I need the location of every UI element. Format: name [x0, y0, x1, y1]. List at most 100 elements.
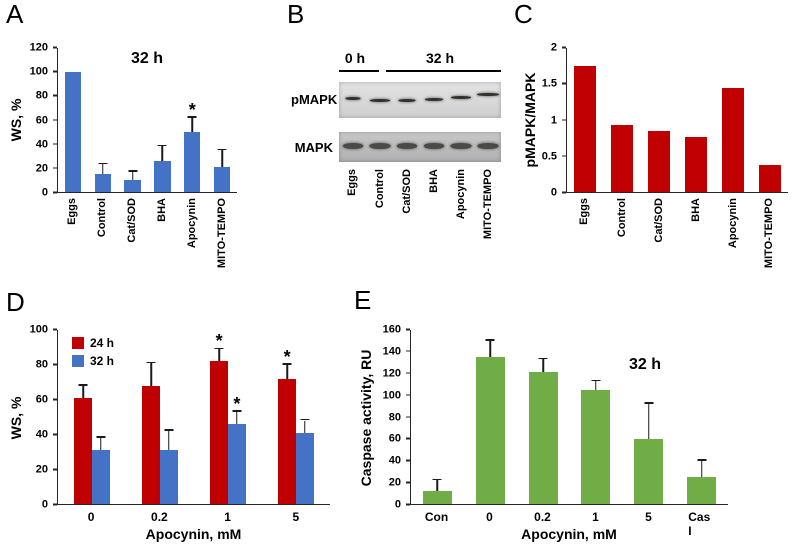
pmapk-band: [450, 96, 471, 99]
pmapk-band: [369, 99, 390, 102]
legend-label: 32 h: [90, 354, 115, 368]
y-tick-label: 40: [370, 455, 410, 467]
error-bar-cap: [591, 379, 601, 382]
y-tick-label: 40: [14, 139, 57, 150]
blot-strip-mapk: [339, 132, 501, 162]
error-bar-cap: [697, 459, 707, 461]
error-bar-cap: [187, 116, 197, 118]
y-tick-label: 0: [14, 187, 57, 199]
blot-line-0h: [339, 70, 379, 72]
y-tick-label: 120: [370, 368, 410, 379]
blot-lane-label: Eggs: [346, 169, 359, 196]
x-category-label: Con: [424, 510, 449, 524]
x-axis: Eggs Control Cat/SOD BHA Apocynin MITO-TEMPO: [566, 195, 788, 283]
legend-swatch: [72, 355, 84, 367]
y-tick-label: 20: [14, 163, 57, 174]
error-bar-cap: [217, 148, 227, 150]
blot-lane-label: Apocynin: [454, 169, 467, 220]
x-axis-title: Apocynin, mM: [521, 526, 617, 542]
error-bar: [436, 480, 439, 491]
y-tick-label: 160: [370, 324, 410, 336]
legend: 24 h 32 h: [72, 336, 114, 368]
error-bar-cap: [300, 418, 310, 421]
bar: [142, 385, 160, 504]
error-bar-cap: [157, 144, 167, 147]
error-bar: [700, 460, 703, 477]
legend-item: 32 h: [72, 354, 114, 368]
bar: [687, 476, 717, 504]
significance-star: *: [215, 331, 223, 352]
y-axis: 0 0.5 1 1.5 2: [536, 42, 566, 198]
x-axis: Con 0 0.2 1 5 Cas I: [410, 505, 728, 538]
x-category-label: Control: [96, 198, 108, 238]
error-bar: [102, 164, 104, 174]
y-axis: 0 20 40 60 80 100 120 140 160: [370, 324, 410, 510]
error-bar-cap: [128, 170, 138, 172]
blot-lane-label: Control: [373, 169, 386, 209]
error-bar: [286, 364, 288, 379]
blot-row-label-mapk: MAPK: [294, 140, 333, 155]
error-bar: [150, 363, 152, 386]
error-bar: [221, 150, 223, 167]
y-axis: 0 20 40 60 80 100: [14, 324, 57, 510]
y-tick-label: 80: [14, 90, 57, 102]
bar: [92, 450, 110, 504]
x-category-label: 1: [592, 510, 599, 524]
bar: [634, 438, 664, 504]
error-bar-cap: [485, 339, 495, 341]
bar: [648, 130, 671, 192]
y-tick-label: 60: [14, 115, 57, 126]
bar: [296, 432, 314, 504]
y-tick-label: 0: [14, 499, 57, 511]
x-category-label: MITO-TEMPO: [216, 198, 228, 269]
x-axis: 0 0.2 1 5: [57, 505, 330, 527]
error-bar: [131, 171, 134, 180]
y-tick-label: 80: [370, 412, 410, 423]
blot-time-32h: 32 h: [425, 50, 454, 66]
blot-line-32h: [386, 70, 501, 72]
mapk-band: [450, 143, 471, 149]
error-bar: [100, 437, 102, 451]
blot-lane-label: Cat/SOD: [400, 169, 413, 214]
y-tick-label: 120: [14, 42, 57, 54]
mapk-band: [396, 143, 417, 149]
x-category-label: 1: [224, 510, 231, 524]
x-axis-title: Apocynin, mM: [145, 526, 242, 542]
bar: [611, 125, 634, 192]
y-tick-label: 0: [370, 499, 410, 511]
plot-area: [410, 330, 728, 505]
bar: [721, 88, 744, 192]
error-bar-cap: [232, 410, 242, 412]
chart-title: 32 h: [130, 50, 163, 67]
error-bar-cap: [98, 162, 108, 165]
x-category-label: MITO-TEMPO: [763, 198, 776, 269]
significance-star: *: [233, 393, 241, 414]
bar: [581, 389, 611, 504]
error-bar: [161, 146, 164, 161]
legend-label: 24 h: [90, 336, 115, 350]
significance-star: *: [188, 99, 196, 120]
y-tick-label: 100: [14, 324, 57, 336]
x-category-label: Control: [615, 198, 628, 238]
bar: [210, 361, 228, 504]
y-axis: 0 20 40 60 80 100 120: [14, 42, 57, 198]
y-tick-label: 80: [14, 359, 57, 371]
blot-lane-labels: Eggs Control Cat/SOD BHA Apocynin MITO-TEMPO: [339, 166, 501, 261]
bar: [475, 357, 505, 504]
x-category-label: Apocynin: [726, 198, 739, 249]
y-tick-label: 60: [370, 433, 410, 445]
bar: [422, 490, 452, 504]
pmapk-band: [345, 97, 360, 100]
error-bar-cap: [644, 402, 654, 404]
error-bar: [82, 385, 84, 398]
error-bar-cap: [282, 363, 292, 365]
pmapk-band: [476, 93, 499, 96]
mapk-band: [369, 143, 390, 149]
legend-swatch: [72, 337, 84, 349]
bar: [94, 174, 111, 192]
x-category-label: Cas I: [688, 510, 711, 538]
bar: [758, 164, 781, 192]
panel-letter-c: C: [514, 0, 533, 29]
blot-strip-pmapk: [339, 82, 501, 118]
